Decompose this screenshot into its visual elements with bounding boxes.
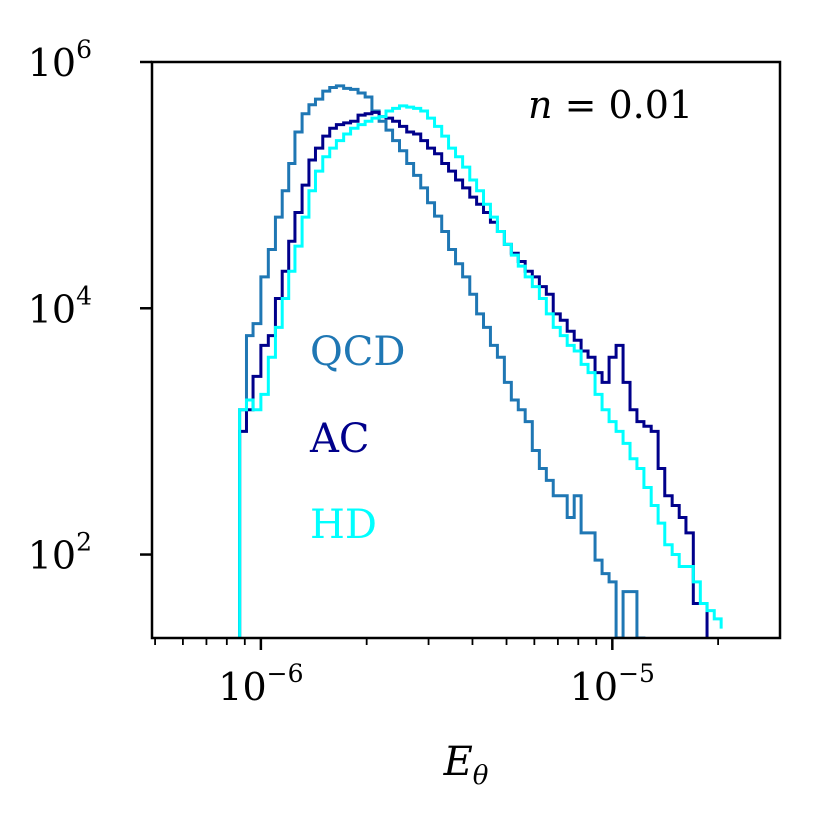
series-ac-line <box>238 110 709 638</box>
legend-label-ac: AC <box>309 416 370 462</box>
x-tick-label: 10−5 <box>570 659 655 709</box>
series-layer <box>238 84 723 638</box>
legend: QCD AC HD <box>309 329 405 548</box>
ticks-layer: 10−6 10−5 102 104 106 <box>28 35 720 709</box>
y-tick-label: 106 <box>28 35 92 85</box>
legend-label-hd: HD <box>310 502 377 548</box>
legend-label-qcd: QCD <box>310 329 405 375</box>
y-tick-label: 104 <box>28 281 92 331</box>
y-tick-label: 102 <box>28 528 92 578</box>
series-qcd-line <box>238 84 646 638</box>
x-tick-label: 10−6 <box>218 659 303 709</box>
annotation: n = 0.01 <box>528 83 693 127</box>
x-axis-label: Eθ <box>443 739 489 791</box>
plot-frame <box>150 60 782 640</box>
series-hd-line <box>238 104 723 638</box>
